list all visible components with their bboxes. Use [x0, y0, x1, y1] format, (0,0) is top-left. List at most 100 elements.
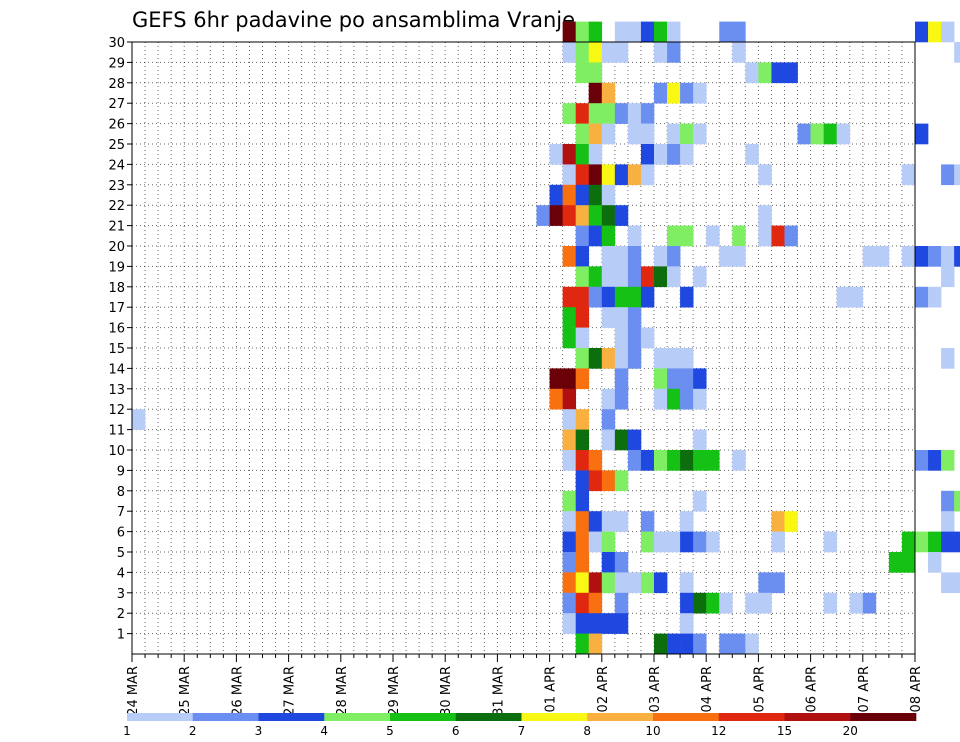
precip-cell	[575, 21, 590, 43]
precip-cell	[562, 368, 576, 390]
y-tick-label: 15	[108, 342, 125, 357]
precip-cell	[588, 592, 603, 614]
y-tick-label: 16	[108, 322, 125, 337]
precip-cell	[928, 450, 942, 471]
y-tick-label: 4	[117, 566, 125, 581]
precip-cell	[706, 531, 720, 553]
precip-cell	[614, 552, 629, 573]
precip-cell	[601, 103, 616, 124]
precip-cell	[627, 307, 642, 328]
y-tick-label: 27	[108, 97, 125, 112]
colorbar-label: 1	[123, 724, 131, 738]
colorbar-swatch	[587, 713, 654, 721]
precip-cell	[588, 470, 603, 492]
precip-cell	[575, 429, 590, 451]
precip-cell	[562, 511, 576, 532]
precip-cell	[941, 490, 955, 512]
precip-cell	[601, 613, 616, 634]
precip-cell	[588, 103, 603, 124]
precip-cell	[614, 286, 629, 308]
x-tick-label: 03 APR	[648, 666, 663, 712]
precip-cell	[693, 633, 707, 655]
precip-cell	[588, 266, 603, 288]
y-tick-label: 22	[108, 199, 125, 214]
precip-cell	[719, 246, 733, 267]
precip-cell	[588, 82, 603, 104]
data-cells	[132, 21, 960, 655]
x-tick-label: 06 APR	[805, 666, 820, 712]
precip-cell	[667, 266, 681, 288]
precip-cell	[680, 123, 694, 145]
precip-cell	[823, 123, 837, 145]
colorbar-label: 20	[843, 724, 858, 738]
y-axis-ticks: 1234567891011121314151617181920212223242…	[108, 36, 132, 643]
precip-cell	[654, 21, 668, 43]
precip-cell	[667, 531, 681, 553]
precip-cell	[667, 368, 681, 390]
precip-cell	[614, 572, 629, 594]
precip-cell	[627, 572, 642, 594]
precip-cell	[575, 307, 590, 328]
precip-cell	[693, 490, 707, 512]
colorbar-swatch	[850, 713, 917, 721]
colorbar-swatch	[390, 713, 457, 721]
precip-cell	[562, 531, 576, 553]
precip-cell	[928, 246, 942, 267]
precip-cell	[680, 82, 694, 104]
precip-cell	[680, 633, 694, 655]
precip-cell	[614, 511, 629, 532]
precip-cell	[627, 21, 642, 43]
precip-cell	[667, 246, 681, 267]
precip-cell	[627, 348, 642, 369]
precip-cell	[575, 572, 590, 594]
precip-cell	[745, 144, 759, 165]
precip-cell	[588, 450, 603, 471]
precip-cell	[575, 205, 590, 226]
precip-cell	[941, 164, 955, 186]
y-tick-label: 13	[108, 383, 125, 398]
precip-cell	[588, 123, 603, 145]
precip-cell	[693, 592, 707, 614]
precip-cell	[654, 348, 668, 369]
precip-cell	[915, 531, 929, 553]
precip-cell	[719, 21, 733, 43]
precip-cell	[771, 62, 785, 84]
precip-cell	[601, 572, 616, 594]
precip-cell	[575, 470, 590, 492]
colorbar-swatch	[653, 713, 720, 721]
precip-cell	[640, 21, 655, 43]
y-tick-label: 21	[108, 220, 125, 235]
precip-cell	[954, 164, 960, 186]
precip-cell	[875, 246, 890, 267]
precip-cell	[627, 225, 642, 247]
precip-cell	[680, 572, 694, 594]
precip-cell	[693, 388, 707, 410]
y-tick-label: 10	[108, 444, 125, 459]
y-tick-label: 11	[108, 424, 125, 439]
y-tick-label: 26	[108, 118, 125, 133]
precip-cell	[941, 266, 955, 288]
precip-cell	[915, 21, 929, 43]
precip-cell	[667, 348, 681, 369]
precip-cell	[680, 286, 694, 308]
precip-cell	[928, 21, 942, 43]
x-tick-label: 25 MAR	[178, 666, 193, 716]
precip-cell	[758, 205, 772, 226]
precip-cell	[614, 307, 629, 328]
colorbar-label: 2	[189, 724, 197, 738]
x-tick-label: 26 MAR	[230, 666, 245, 716]
precip-cell	[915, 450, 929, 471]
precip-cell	[627, 103, 642, 124]
precip-cell	[614, 246, 629, 267]
precip-cell	[745, 62, 759, 84]
precip-cell	[640, 144, 655, 165]
precip-cell	[732, 246, 746, 267]
y-tick-label: 9	[117, 464, 125, 479]
precip-cell	[562, 450, 576, 471]
precip-cell	[654, 450, 668, 471]
precip-cell	[680, 450, 694, 471]
precip-cell	[732, 225, 746, 247]
y-tick-label: 5	[117, 546, 125, 561]
precip-cell	[588, 511, 603, 532]
precip-cell	[588, 21, 603, 43]
